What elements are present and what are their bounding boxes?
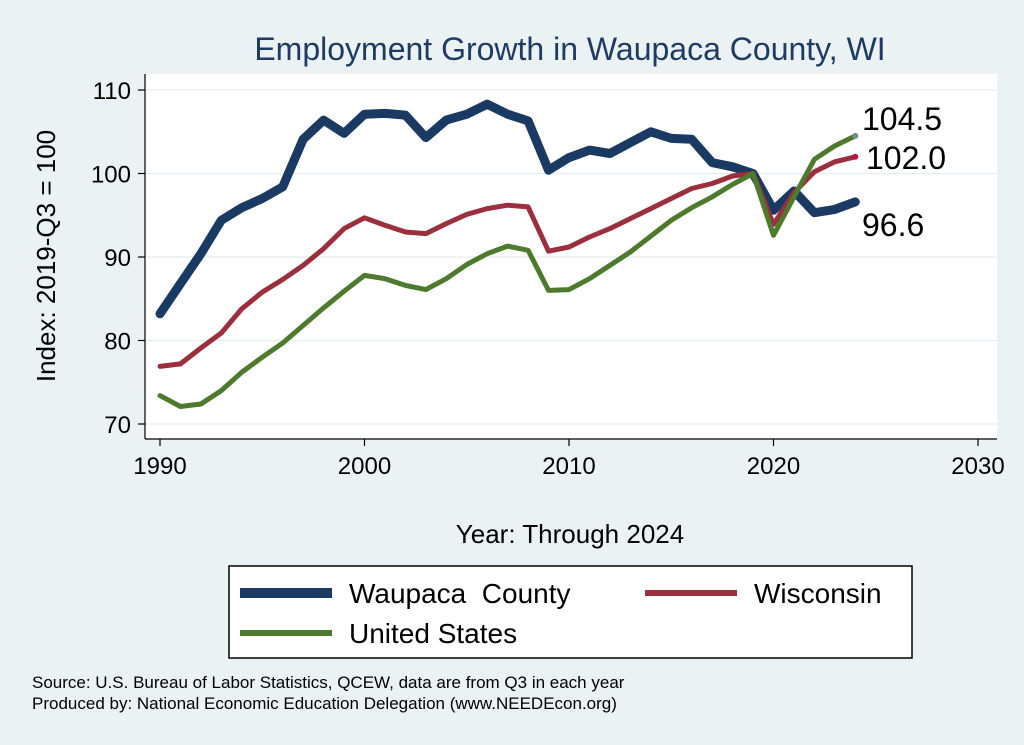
series-endpoint-waupaca-county [852, 198, 859, 205]
legend: Waupaca County Wisconsin United States [228, 565, 913, 659]
series-endpoint-wisconsin [852, 153, 859, 160]
legend-label-wisconsin: Wisconsin [754, 578, 882, 609]
y-tick-label-100: 100 [91, 162, 131, 189]
source-line: Source: U.S. Bureau of Labor Statistics,… [32, 673, 625, 692]
series-line-wisconsin [157, 154, 858, 369]
end-value-label-united-states: 104.5 [862, 101, 942, 137]
y-axis-ticks: 70 80 90 100 110 [91, 78, 145, 439]
legend-label-waupaca-county: Waupaca County [349, 578, 571, 609]
y-tick-label-90: 90 [104, 245, 131, 272]
x-tick-label-1990: 1990 [133, 453, 186, 480]
end-value-label-waupaca-county: 96.6 [862, 207, 924, 243]
x-tick-label-2020: 2020 [747, 453, 800, 480]
x-axis-title: Year: Through 2024 [456, 519, 684, 549]
series-line-waupaca-county [155, 99, 860, 319]
legend-box [228, 565, 913, 659]
producer-line: Produced by: National Economic Education… [32, 694, 617, 713]
series-line-united-states [157, 133, 858, 409]
x-tick-label-2030: 2030 [951, 453, 1004, 480]
chart-title: Employment Growth in Waupaca County, WI [254, 31, 885, 67]
y-tick-label-80: 80 [104, 329, 131, 356]
x-tick-label-2000: 2000 [338, 453, 391, 480]
x-axis-ticks: 1990 2000 2010 2020 2030 [133, 439, 1005, 480]
end-value-label-wisconsin: 102.0 [866, 140, 946, 176]
y-tick-label-70: 70 [104, 412, 131, 439]
legend-label-united-states: United States [349, 618, 517, 649]
series-endpoint-united-states [852, 132, 859, 139]
y-tick-label-110: 110 [93, 78, 131, 105]
y-axis-title: Index: 2019-Q3 = 100 [31, 130, 61, 382]
x-tick-label-2010: 2010 [542, 453, 595, 480]
